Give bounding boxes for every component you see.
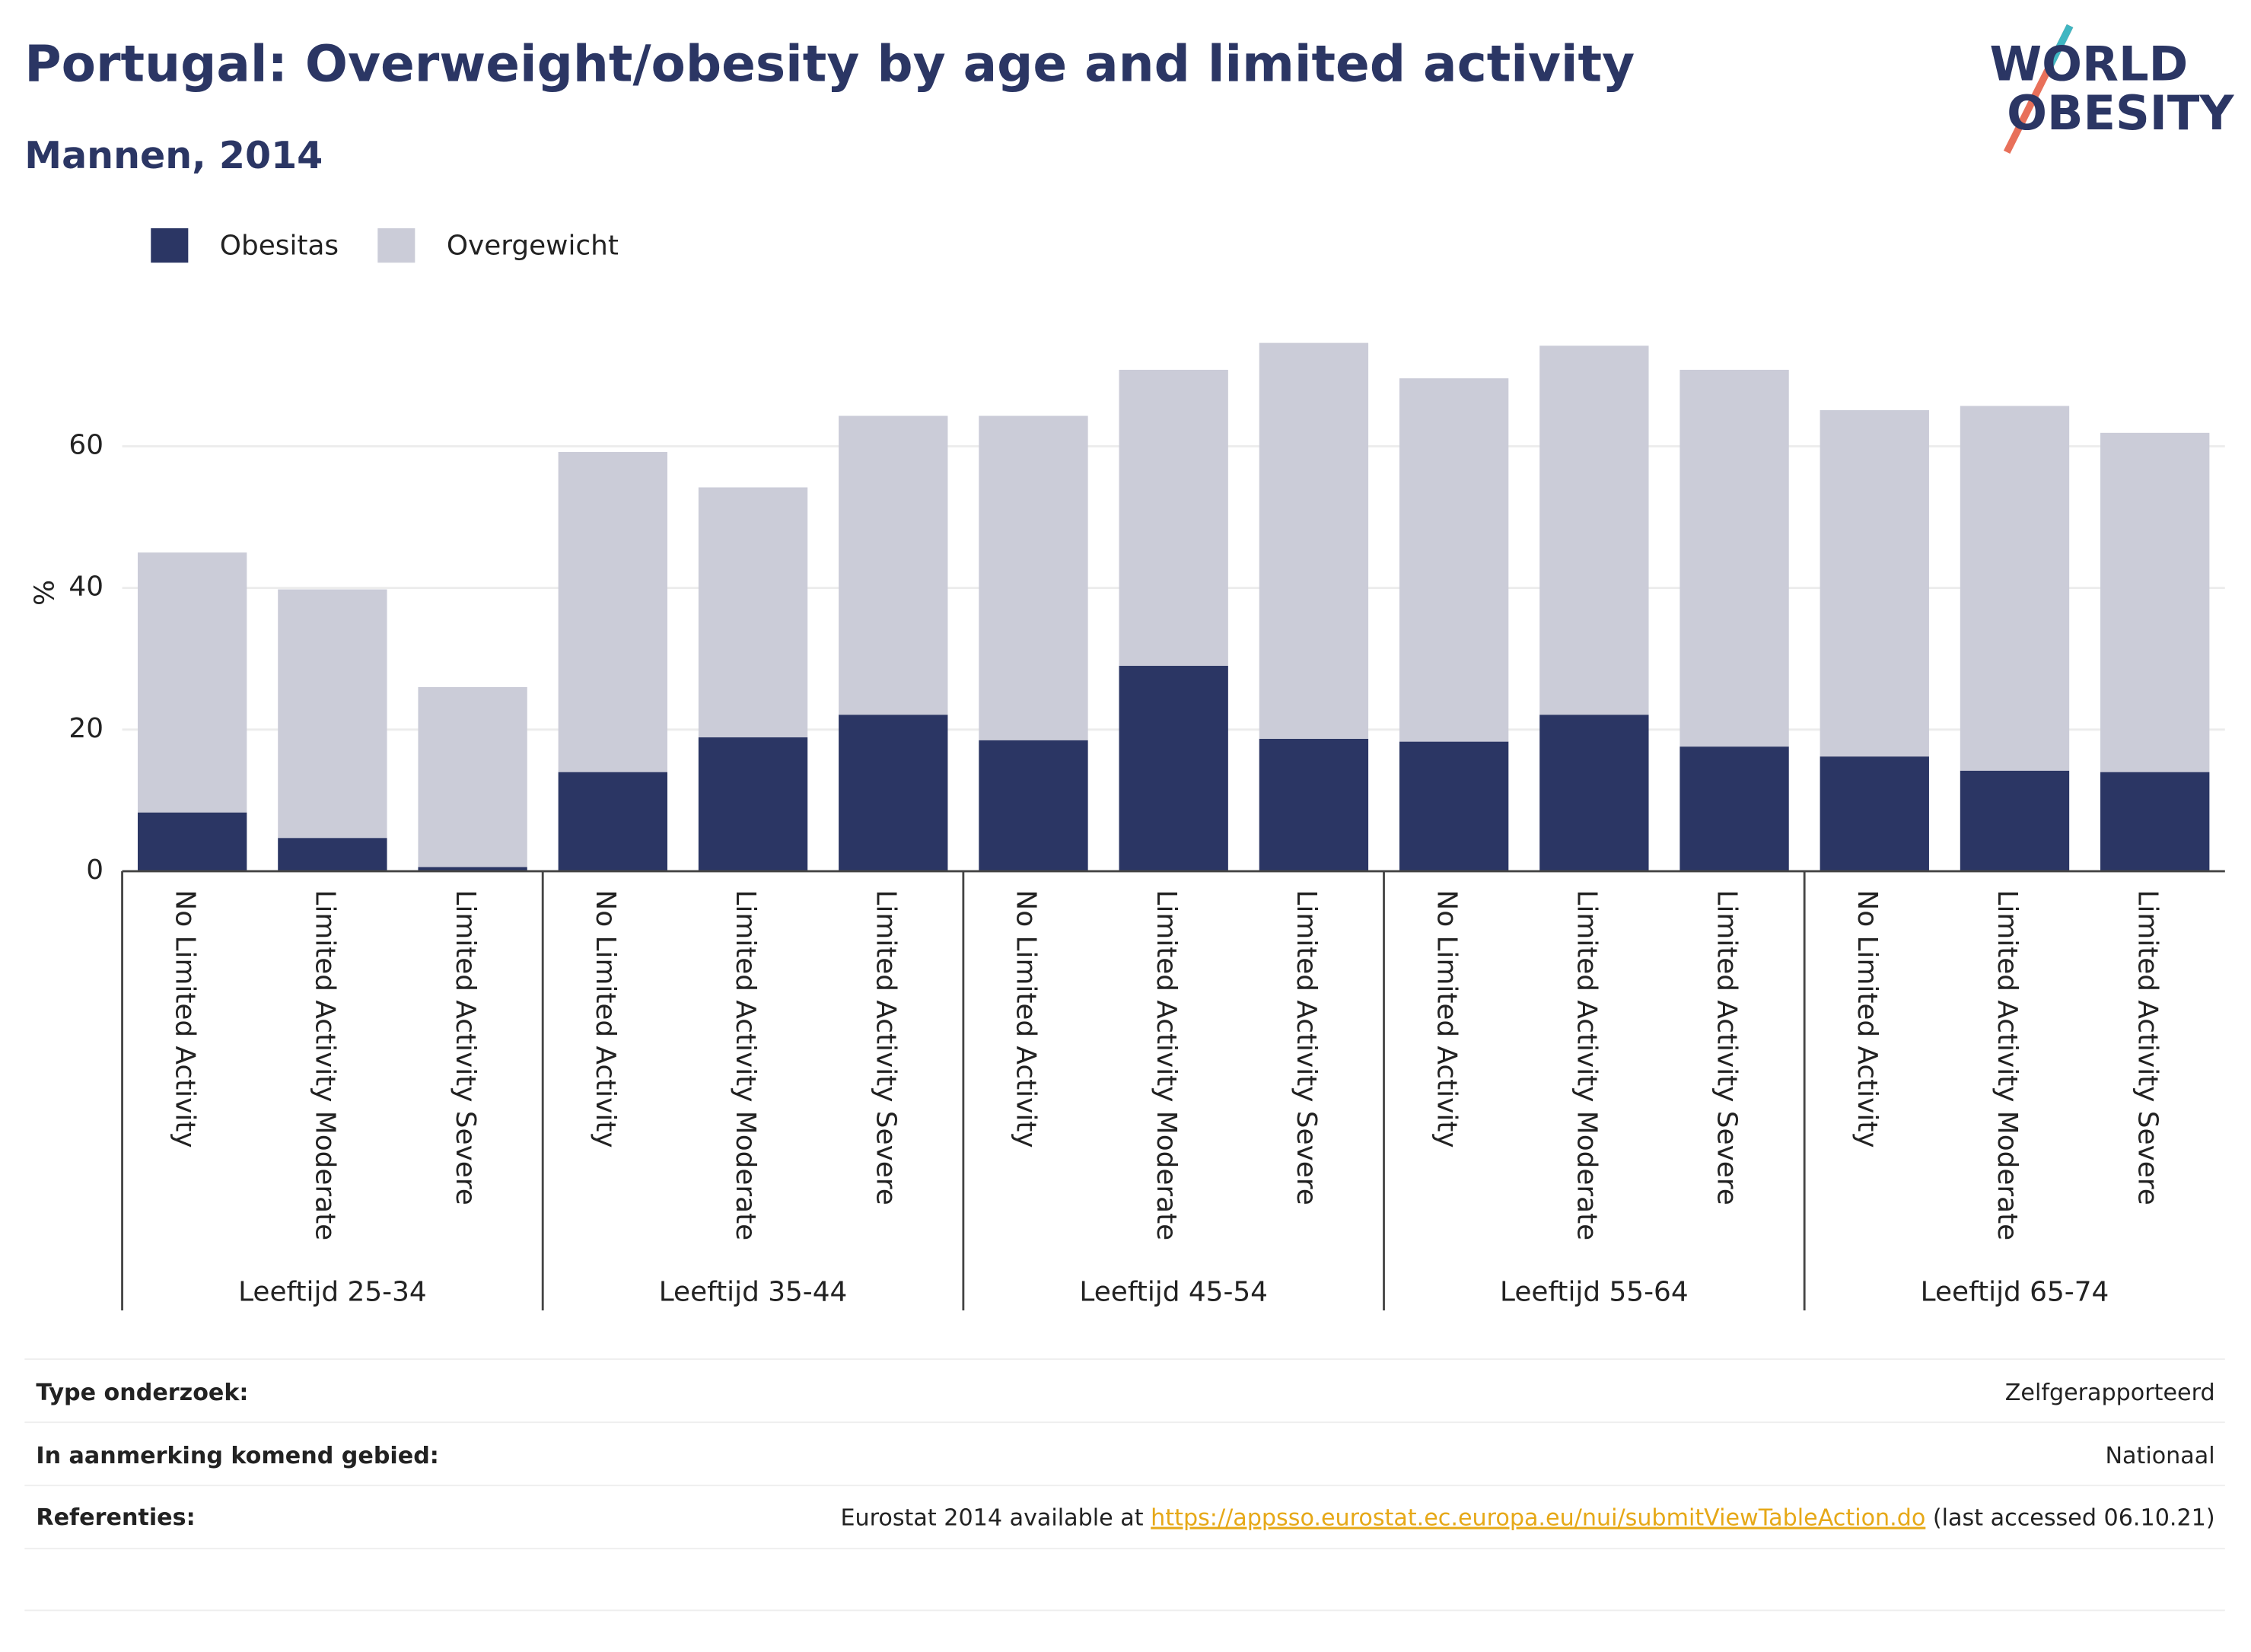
row-key: Type onderzoek: (36, 1380, 248, 1406)
legend-label: Obesitas (220, 230, 339, 261)
bar-segment (1259, 342, 1369, 739)
bar-segment (1679, 746, 1789, 871)
bar-segment (2100, 772, 2210, 871)
row-value: Nationaal (2105, 1443, 2214, 1469)
info-table: Type onderzoek: Zelfgerapporteerd In aan… (24, 1358, 2225, 1612)
group-label: Leeftijd 35-44 (659, 1276, 848, 1307)
logo-text: OBESITY (2007, 85, 2234, 141)
bar-segment (1539, 715, 1649, 871)
bar-segment (979, 740, 1088, 871)
bar-segment (839, 715, 948, 871)
bar-segment (1119, 369, 1228, 667)
y-tick-label: 40 (68, 571, 103, 603)
legend-swatch (377, 228, 415, 263)
bar-segment (558, 772, 667, 871)
bar-segment (278, 838, 387, 871)
x-tick-label: Limited Activity Severe (1711, 890, 1743, 1205)
x-tick-label: Limited Activity Moderate (310, 890, 341, 1240)
chart-subtitle: Mannen, 2014 (24, 133, 323, 177)
ref-link[interactable]: https://appsso.eurostat.ec.europa.eu/nui… (1151, 1504, 1925, 1531)
group-label: Leeftijd 65-74 (1921, 1276, 2109, 1307)
group-label: Leeftijd 25-34 (238, 1276, 427, 1307)
logo-text: WORLD (1989, 37, 2188, 92)
bar-segment (137, 812, 247, 871)
y-tick-label: 60 (68, 430, 103, 461)
x-tick-label: Limited Activity Moderate (730, 890, 761, 1240)
y-tick-label: 0 (86, 855, 103, 886)
x-tick-label: No Limited Activity (1431, 890, 1462, 1147)
group-label: Leeftijd 55-64 (1500, 1276, 1689, 1307)
row-value: Eurostat 2014 available at https://appss… (840, 1504, 2214, 1531)
logo: WORLD OBESITY (1989, 24, 2234, 154)
row-key: In aanmerking komend gebied: (36, 1443, 439, 1469)
bar-segment (1399, 741, 1509, 871)
bar-segment (1259, 738, 1369, 871)
x-tick-label: Limited Activity Moderate (1992, 890, 2023, 1240)
bar-segment (1539, 345, 1649, 715)
x-tick-label: No Limited Activity (1011, 890, 1042, 1147)
row-value: Zelfgerapporteerd (2005, 1380, 2215, 1406)
bar-segment (1960, 406, 2070, 771)
bar-segment (1399, 378, 1509, 742)
row-key: Referenties: (36, 1504, 195, 1531)
ref-text: (last accessed 06.10.21) (1925, 1504, 2214, 1531)
bar-segment (1119, 666, 1228, 871)
bar-segment (418, 867, 527, 871)
x-tick-label: No Limited Activity (590, 890, 621, 1147)
bar-segment (979, 415, 1088, 740)
logo-slash-top (2046, 24, 2074, 68)
x-tick-label: Limited Activity Severe (2132, 890, 2163, 1205)
bar-segment (1679, 369, 1789, 747)
x-tick-label: Limited Activity Moderate (1571, 890, 1603, 1240)
x-tick-label: Limited Activity Severe (450, 890, 481, 1205)
chart-title: Portugal: Overweight/obesity by age and … (24, 35, 1635, 94)
legend-swatch (151, 228, 189, 263)
bar-segment (137, 552, 247, 813)
x-tick-label: Limited Activity Severe (870, 890, 901, 1205)
y-axis-label: % (30, 580, 61, 606)
x-tick-label: Limited Activity Severe (1291, 890, 1322, 1205)
group-label: Leeftijd 45-54 (1079, 1276, 1268, 1307)
bar-segment (2100, 432, 2210, 772)
bar-segment (839, 415, 948, 715)
bar-segment (1820, 410, 1929, 757)
x-tick-label: No Limited Activity (169, 890, 200, 1147)
bar-segment (418, 686, 527, 867)
bar-segment (278, 589, 387, 839)
bar-segment (1960, 770, 2070, 871)
x-tick-label: No Limited Activity (1851, 890, 1883, 1147)
bar-segment (698, 487, 808, 738)
ref-text: Eurostat 2014 available at (840, 1504, 1151, 1531)
y-tick-label: 20 (68, 713, 103, 744)
bar-segment (1820, 756, 1929, 871)
x-tick-label: Limited Activity Moderate (1151, 890, 1182, 1240)
legend-label: Overgewicht (447, 230, 619, 261)
bar-segment (698, 737, 808, 871)
bar-segment (558, 451, 667, 772)
